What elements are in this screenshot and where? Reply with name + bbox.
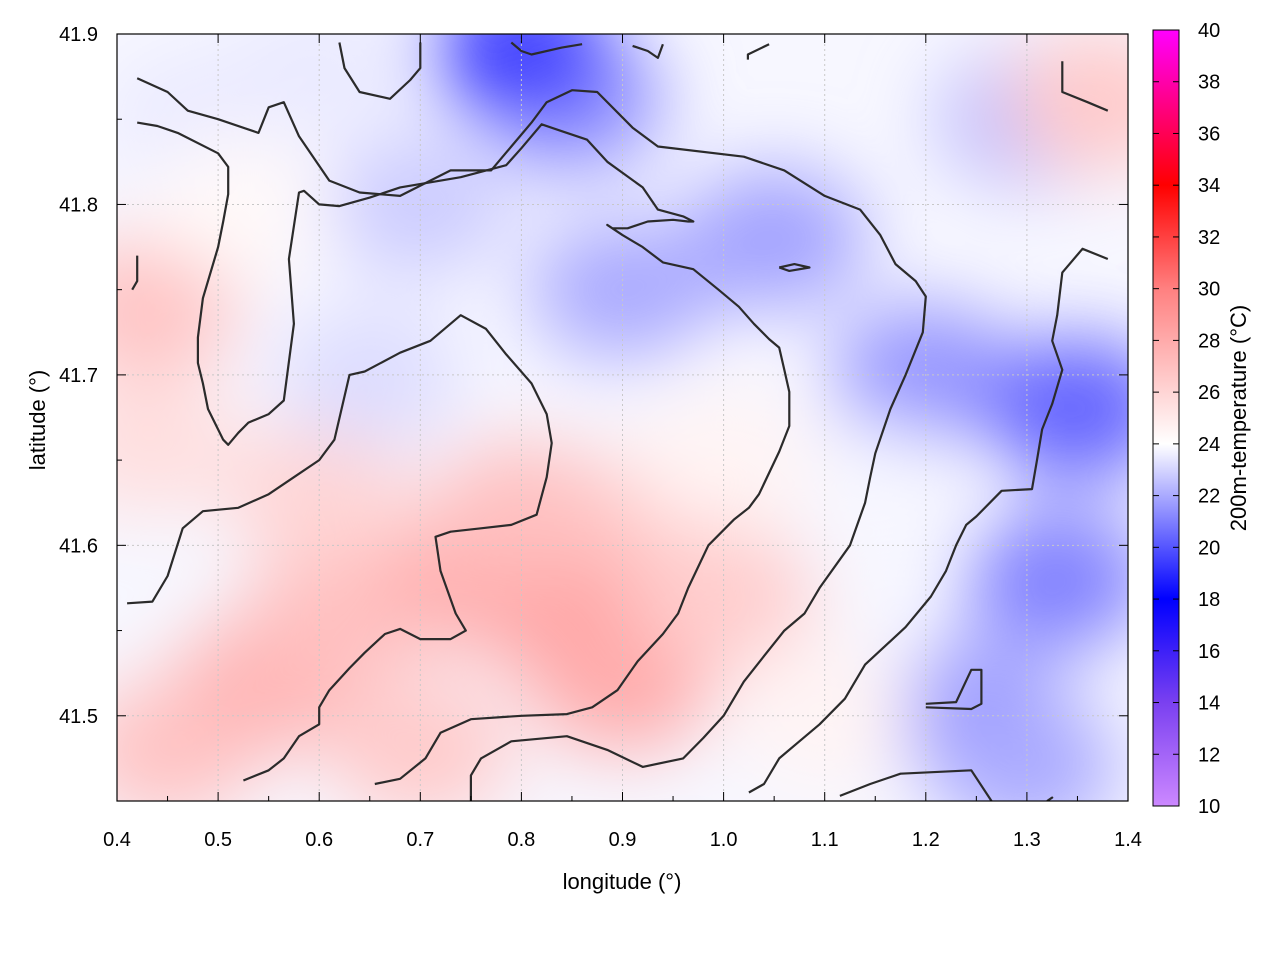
colorbar-tick-label: 34 bbox=[1198, 175, 1220, 197]
colorbar-gradient-bar bbox=[1152, 29, 1180, 807]
y-axis-title: latitude (°) bbox=[25, 370, 50, 471]
y-tick-label: 41.8 bbox=[59, 194, 98, 216]
x-tick-label: 1.1 bbox=[811, 829, 839, 851]
y-axis: 41.5 41.6 41.7 41.8 41.9 bbox=[59, 24, 1128, 802]
y-tick-label: 41.5 bbox=[59, 706, 98, 728]
colorbar-tick-label: 18 bbox=[1198, 589, 1220, 611]
x-tick-label: 0.8 bbox=[507, 829, 535, 851]
contour-line bbox=[748, 247, 1109, 794]
colorbar-tick-label: 30 bbox=[1198, 279, 1220, 301]
contour-line bbox=[510, 41, 583, 56]
field-sample bbox=[429, 34, 614, 122]
field-sample bbox=[682, 168, 867, 309]
field-sample bbox=[117, 236, 240, 377]
field-sample bbox=[985, 338, 1128, 479]
contour-line bbox=[338, 42, 422, 100]
contour-lines bbox=[127, 41, 1109, 801]
x-axis-title: longitude (°) bbox=[563, 869, 682, 894]
y-tick-label: 41.9 bbox=[59, 24, 98, 46]
x-tick-label: 0.7 bbox=[406, 829, 434, 851]
temperature-field bbox=[117, 34, 1128, 801]
contour-line bbox=[632, 43, 664, 59]
colorbar-tick-label: 12 bbox=[1198, 744, 1220, 766]
colorbar-tick-label: 14 bbox=[1198, 693, 1220, 715]
contour-line bbox=[137, 121, 791, 786]
x-tick-label: 0.4 bbox=[103, 829, 131, 851]
colorbar-title: 200m-temperature (°C) bbox=[1226, 305, 1251, 531]
contour-line bbox=[839, 769, 993, 801]
contour-line bbox=[127, 314, 553, 782]
colorbar-tick-label: 40 bbox=[1198, 20, 1220, 42]
field-sample bbox=[965, 509, 1128, 650]
colorbar-ticks: 10 12 14 16 18 20 22 24 26 28 30 32 34 36 38 40 bbox=[1153, 20, 1220, 818]
field-sample bbox=[227, 34, 412, 139]
colorbar-tick-label: 32 bbox=[1198, 227, 1220, 249]
colorbar-tick-label: 20 bbox=[1198, 537, 1220, 559]
x-tick-label: 0.9 bbox=[609, 829, 637, 851]
field-samples bbox=[117, 34, 1128, 801]
x-tick-label: 1.3 bbox=[1013, 829, 1041, 851]
contour-line bbox=[1046, 796, 1054, 801]
x-axis: 0.4 0.5 0.6 0.7 0.8 0.9 1.0 1.1 1.2 1.3 1.4 bbox=[103, 34, 1142, 851]
colorbar-tick-label: 26 bbox=[1198, 382, 1220, 404]
colorbar-tick-label: 10 bbox=[1198, 796, 1220, 818]
plot-area bbox=[116, 33, 1129, 802]
x-tick-label: 1.4 bbox=[1114, 829, 1142, 851]
contour-line bbox=[131, 255, 139, 291]
x-tick-label: 0.6 bbox=[305, 829, 333, 851]
x-tick-label: 0.5 bbox=[204, 829, 232, 851]
y-tick-label: 41.7 bbox=[59, 365, 98, 387]
x-tick-label: 1.2 bbox=[912, 829, 940, 851]
grid bbox=[117, 34, 1128, 801]
colorbar-tick-label: 16 bbox=[1198, 641, 1220, 663]
field-sample bbox=[117, 373, 240, 514]
contour-line bbox=[1061, 61, 1109, 112]
y-tick-label: 41.6 bbox=[59, 535, 98, 557]
field-sample bbox=[934, 696, 1119, 801]
field-sample bbox=[1005, 34, 1128, 173]
colorbar-tick-label: 38 bbox=[1198, 72, 1220, 94]
x-tick-label: 1.0 bbox=[710, 829, 738, 851]
contour-line bbox=[136, 77, 927, 801]
colorbar-tick-label: 24 bbox=[1198, 434, 1220, 456]
contour-line bbox=[778, 263, 811, 272]
colorbar-tick-label: 22 bbox=[1198, 486, 1220, 508]
colorbar-tick-label: 36 bbox=[1198, 123, 1220, 145]
contour-line bbox=[925, 668, 983, 711]
field-sample bbox=[277, 304, 462, 445]
colorbar-tick-label: 28 bbox=[1198, 330, 1220, 352]
colorbar: 10 12 14 16 18 20 22 24 26 28 30 32 34 36 38 40 200m-te… bbox=[1152, 20, 1251, 818]
contour-line bbox=[746, 43, 770, 60]
field-sample bbox=[429, 441, 614, 582]
field-sample bbox=[783, 424, 968, 565]
